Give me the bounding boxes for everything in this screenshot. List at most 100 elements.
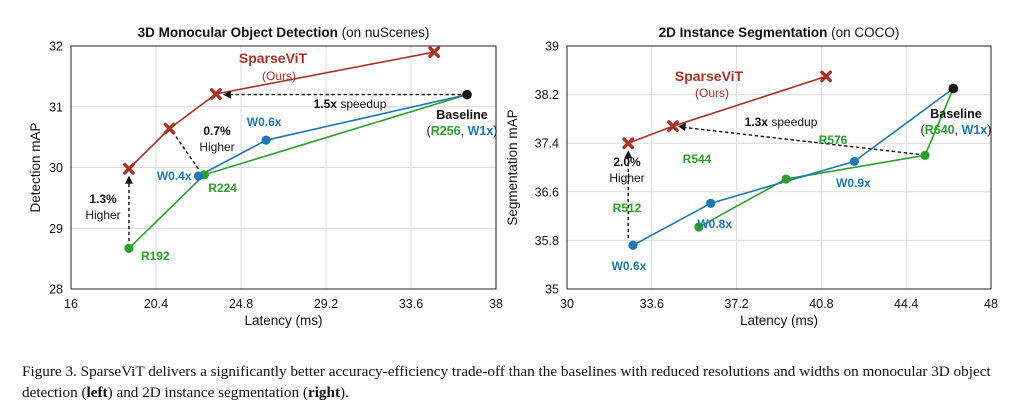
right-label-r512-part-0: R512 bbox=[613, 201, 642, 215]
right-baseline-config: (R640, W1x) bbox=[921, 123, 992, 137]
left-xtick-4-part-0: 33.6 bbox=[399, 297, 423, 311]
right-baseline-config-part-1: R640 bbox=[925, 123, 955, 137]
left-gain2-value-part-0: 0.7% bbox=[203, 124, 231, 138]
left-ytick-2: 30 bbox=[49, 161, 63, 175]
right-gain-arrow-head bbox=[624, 150, 633, 159]
right-label-r512: R512 bbox=[613, 201, 642, 215]
left-label-r224-part-0: R224 bbox=[208, 181, 237, 195]
right-label-w06: W0.6x bbox=[612, 259, 647, 273]
right-xtick-2: 37.2 bbox=[724, 297, 748, 311]
right-ytick-0-part-0: 35 bbox=[545, 283, 559, 297]
left-baseline-config: (R256, W1x) bbox=[427, 124, 498, 138]
right-series-2-point-2 bbox=[920, 150, 930, 160]
left-series-0-point-2 bbox=[209, 88, 222, 100]
right-title-part-0: 2D Instance Segmentation bbox=[659, 25, 828, 40]
left-baseline-config-part-2: , bbox=[461, 124, 468, 138]
right-xtick-0: 30 bbox=[560, 297, 574, 311]
right-xtick-4: 44.4 bbox=[894, 297, 918, 311]
left-gain1-value: 1.3% bbox=[89, 192, 117, 206]
left-label-w06: W0.6x bbox=[247, 115, 282, 129]
right-series-0-point-2 bbox=[820, 70, 833, 83]
left-series-0-point-0 bbox=[123, 162, 135, 175]
left-ytick-3-part-0: 31 bbox=[49, 100, 63, 114]
right-baseline-config-part-4: ) bbox=[987, 123, 991, 137]
caption-bold-left: left bbox=[86, 384, 108, 402]
right-series-2-point-0 bbox=[694, 222, 704, 232]
right-series-2-line bbox=[698, 88, 955, 228]
right-ytick-0: 35 bbox=[545, 283, 559, 297]
left-xtick-5: 38 bbox=[489, 297, 503, 311]
left-speedup-label: 1.5x speedup bbox=[314, 97, 387, 111]
left-xtick-4: 33.6 bbox=[399, 297, 423, 311]
right-gain-value: 2.0% bbox=[613, 155, 641, 169]
right-plot-frame bbox=[566, 45, 992, 290]
right-xlabel: Latency (ms) bbox=[740, 313, 818, 328]
right-series-1-point-1 bbox=[706, 198, 716, 208]
right-sparsevit-label: SparseViT bbox=[675, 68, 744, 84]
right-speedup-arrow-head bbox=[678, 122, 686, 131]
right-speedup-arrow-line bbox=[681, 126, 920, 156]
right-xtick-5-part-0: 48 bbox=[984, 297, 998, 311]
right-ytick-4-part-0: 38.2 bbox=[535, 88, 559, 102]
left-label-r192: R192 bbox=[141, 249, 170, 263]
right-label-w09-part-0: W0.9x bbox=[836, 176, 871, 190]
left-gain1-arrow-head bbox=[124, 175, 133, 184]
right-series-1-point-0 bbox=[628, 240, 638, 250]
left-gain1-value-part-0: 1.3% bbox=[89, 192, 117, 206]
left-ours-label-part-0: (Ours) bbox=[262, 69, 296, 83]
left-gain2-arrow-line bbox=[173, 134, 200, 170]
left-label-r192-part-0: R192 bbox=[141, 249, 170, 263]
left-title: 3D Monocular Object Detection (on nuScen… bbox=[138, 25, 430, 40]
right-baseline-label: Baseline bbox=[930, 107, 981, 121]
left-title-part-1: (on nuScenes) bbox=[338, 25, 430, 40]
left-ylabel-part-0: Detection mAP bbox=[28, 122, 43, 212]
left-xlabel: Latency (ms) bbox=[244, 313, 322, 328]
caption-bold-right: right bbox=[307, 384, 341, 402]
right-series-0-point-0 bbox=[622, 137, 635, 150]
right-xtick-3: 40.8 bbox=[809, 297, 833, 311]
right-ours-label-part-0: (Ours) bbox=[695, 86, 729, 100]
right-series-0-point-1 bbox=[667, 120, 679, 133]
right-ylabel-part-0: Segmentation mAP bbox=[505, 109, 520, 225]
right-label-r576: R576 bbox=[819, 133, 848, 147]
left-speedup-label-part-0: 1.5x bbox=[314, 97, 338, 111]
right-xtick-0-part-0: 30 bbox=[560, 297, 574, 311]
right-xlabel-part-0: Latency (ms) bbox=[740, 313, 818, 328]
left-ytick-2-part-0: 30 bbox=[49, 161, 63, 175]
right-sparsevit-label-part-0: SparseViT bbox=[675, 68, 744, 84]
left-label-w04: W0.4x bbox=[157, 169, 192, 183]
left-baseline-config-part-0: ( bbox=[427, 124, 432, 138]
right-xtick-1-part-0: 33.6 bbox=[640, 297, 664, 311]
left-label-w06-part-0: W0.6x bbox=[247, 115, 282, 129]
right-label-r544: R544 bbox=[683, 152, 712, 166]
right-xtick-4-part-0: 44.4 bbox=[894, 297, 918, 311]
left-xlabel-part-0: Latency (ms) bbox=[244, 313, 322, 328]
left-speedup-label-part-1: speedup bbox=[337, 97, 387, 111]
right-ytick-2-part-0: 36.6 bbox=[535, 185, 559, 199]
right-title: 2D Instance Segmentation (on COCO) bbox=[659, 25, 900, 40]
right-label-w08-part-0: W0.8x bbox=[697, 217, 732, 231]
left-panel: 16 20.4 24.8 29.2 33.6 38 28 29 30 31 32 3D Monocul… bbox=[28, 25, 503, 328]
right-ytick-5-part-0: 39 bbox=[545, 40, 559, 54]
right-panel: 30 33.6 37.2 40.8 44.4 48 35 35.8 36.6 37.4 38.2 39… bbox=[505, 25, 998, 328]
right-series-1-line bbox=[632, 87, 954, 246]
right-ytick-3-part-0: 37.4 bbox=[535, 137, 559, 151]
left-xtick-3-part-0: 29.2 bbox=[314, 297, 338, 311]
left-series-0-line bbox=[128, 51, 435, 170]
right-ytick-5: 39 bbox=[545, 40, 559, 54]
right-baseline-config-part-2: , bbox=[955, 123, 962, 137]
right-xtick-2-part-0: 37.2 bbox=[724, 297, 748, 311]
left-speedup-arrow-head bbox=[222, 90, 231, 99]
left-ytick-4-part-0: 32 bbox=[49, 40, 63, 54]
right-xtick-3-part-0: 40.8 bbox=[809, 297, 833, 311]
right-ours-label: (Ours) bbox=[695, 86, 729, 100]
right-label-r544-part-0: R544 bbox=[683, 152, 712, 166]
right-xtick-1: 33.6 bbox=[640, 297, 664, 311]
left-ytick-3: 31 bbox=[49, 100, 63, 114]
left-baseline-config-part-1: R256 bbox=[431, 124, 461, 138]
right-ytick-3: 37.4 bbox=[535, 137, 559, 151]
left-gain2-value: 0.7% bbox=[203, 124, 231, 138]
right-title-part-1: (on COCO) bbox=[827, 25, 899, 40]
left-xtick-1-part-0: 20.4 bbox=[144, 297, 168, 311]
